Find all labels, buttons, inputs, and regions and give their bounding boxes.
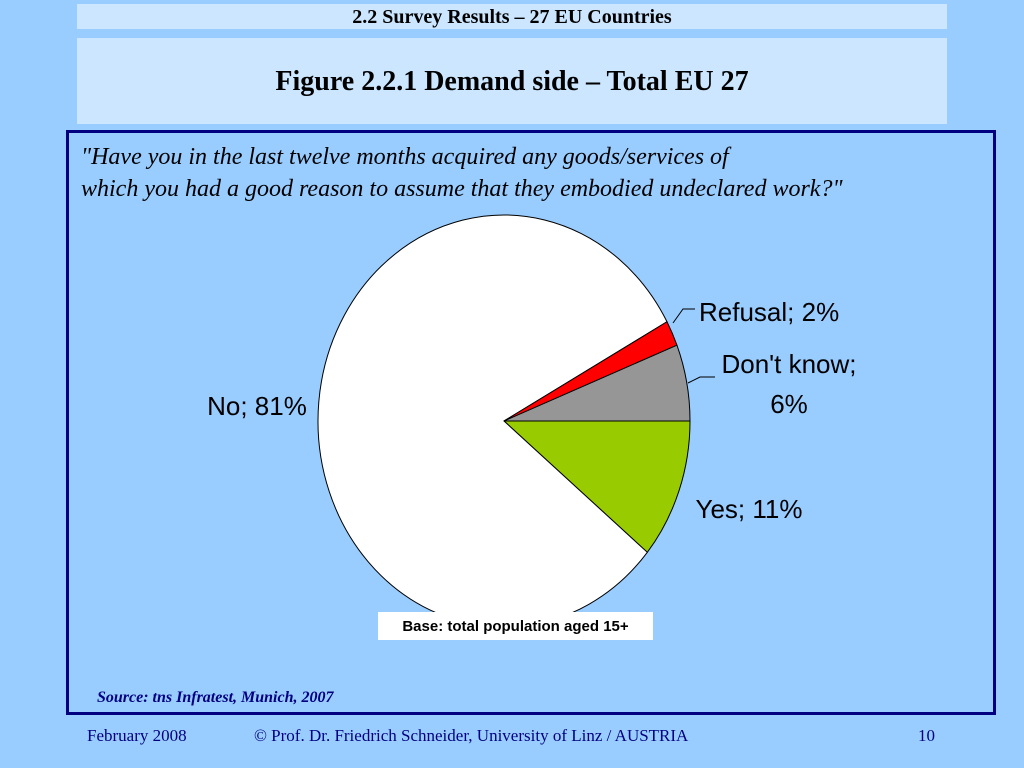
figure-title: Figure 2.2.1 Demand side – Total EU 27 (275, 66, 749, 97)
footer-copyright: © Prof. Dr. Friedrich Schneider, Univers… (254, 726, 689, 745)
footer-date: February 2008 (87, 726, 187, 745)
pie-slice-yes (502, 420, 691, 554)
pie-label-yes: Yes; 11% (696, 494, 803, 524)
footer-page-number: 10 (918, 726, 935, 745)
survey-question-line-1: "Have you in the last twelve months acqu… (81, 144, 729, 170)
survey-question: "Have you in the last twelve months acqu… (81, 141, 991, 205)
pie-chart: Yes; 11% No; 81% Refusal; 2% Don't know; 6% (207, 214, 857, 628)
pie-label-refusal: Refusal; 2% (699, 297, 839, 327)
section-header: 2.2 Survey Results – 27 EU Countries (77, 4, 947, 29)
pie-label-don-t-know: Don't know; 6% (721, 349, 856, 419)
survey-question-line-2: which you had a good reason to assume th… (81, 176, 843, 202)
source-note: Source: tns Infratest, Munich, 2007 (97, 689, 334, 706)
figure-title-box: Figure 2.2.1 Demand side – Total EU 27 (77, 38, 947, 124)
section-title: 2.2 Survey Results – 27 EU Countries (352, 6, 672, 28)
base-note: Base: total population aged 15+ (378, 612, 653, 640)
leader-line-refusal (672, 308, 695, 324)
base-note-text: Base: total population aged 15+ (402, 618, 629, 635)
chart-frame: "Have you in the last twelve months acqu… (66, 130, 996, 715)
pie-label-no: No; 81% (207, 391, 307, 421)
pie-slice-don-t-know (503, 344, 691, 422)
leader-line-don-t-know (687, 376, 715, 384)
